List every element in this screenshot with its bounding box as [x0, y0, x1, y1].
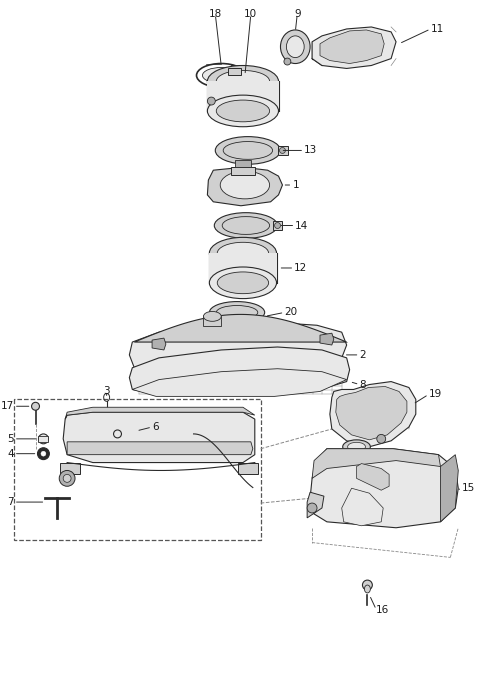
Polygon shape — [320, 333, 334, 345]
Polygon shape — [231, 65, 243, 74]
Text: 16: 16 — [376, 604, 390, 615]
Polygon shape — [330, 382, 416, 447]
Text: 4: 4 — [7, 449, 14, 459]
Ellipse shape — [32, 403, 39, 410]
Polygon shape — [14, 399, 261, 540]
Polygon shape — [129, 347, 349, 394]
Ellipse shape — [362, 580, 372, 590]
Text: 12: 12 — [294, 263, 308, 273]
Ellipse shape — [279, 148, 286, 153]
Polygon shape — [312, 27, 396, 69]
Ellipse shape — [284, 58, 291, 65]
Ellipse shape — [214, 212, 277, 238]
Polygon shape — [310, 449, 458, 527]
Text: 9: 9 — [294, 9, 300, 19]
Polygon shape — [231, 167, 255, 175]
Text: 8: 8 — [360, 380, 366, 389]
Ellipse shape — [217, 242, 269, 264]
Text: 20: 20 — [285, 307, 298, 317]
Polygon shape — [320, 30, 384, 64]
Ellipse shape — [257, 316, 264, 324]
Ellipse shape — [209, 237, 276, 269]
Text: 15: 15 — [462, 483, 476, 493]
Polygon shape — [273, 221, 282, 230]
Ellipse shape — [41, 451, 46, 456]
Ellipse shape — [204, 312, 221, 321]
Polygon shape — [152, 338, 166, 350]
Ellipse shape — [220, 171, 270, 199]
Ellipse shape — [216, 70, 270, 92]
Ellipse shape — [209, 267, 276, 298]
Ellipse shape — [37, 448, 49, 459]
Polygon shape — [132, 369, 347, 396]
Text: 17: 17 — [0, 401, 14, 412]
Ellipse shape — [364, 585, 371, 593]
Polygon shape — [336, 387, 407, 440]
Ellipse shape — [203, 67, 240, 83]
Ellipse shape — [63, 475, 71, 482]
Text: 14: 14 — [295, 221, 309, 230]
Text: 19: 19 — [429, 389, 442, 400]
Polygon shape — [67, 442, 253, 455]
Polygon shape — [60, 463, 80, 475]
Text: 1: 1 — [292, 180, 299, 190]
Polygon shape — [312, 449, 441, 478]
Polygon shape — [209, 253, 276, 282]
Polygon shape — [207, 81, 278, 111]
Ellipse shape — [377, 434, 385, 443]
Polygon shape — [228, 69, 241, 76]
Polygon shape — [307, 492, 324, 518]
Polygon shape — [235, 160, 251, 167]
Polygon shape — [204, 316, 221, 326]
Ellipse shape — [209, 302, 264, 323]
Ellipse shape — [216, 100, 270, 122]
Ellipse shape — [216, 137, 280, 164]
Text: 7: 7 — [7, 497, 14, 507]
Text: 5: 5 — [7, 434, 14, 444]
Ellipse shape — [275, 223, 280, 228]
Polygon shape — [238, 463, 258, 475]
Text: 2: 2 — [360, 350, 366, 360]
Ellipse shape — [207, 97, 216, 105]
Ellipse shape — [217, 272, 269, 294]
Polygon shape — [65, 407, 255, 419]
Polygon shape — [38, 436, 48, 442]
Ellipse shape — [207, 95, 278, 127]
Ellipse shape — [38, 434, 48, 443]
Ellipse shape — [280, 30, 310, 64]
Text: 13: 13 — [304, 146, 317, 155]
Text: 18: 18 — [209, 9, 222, 19]
Polygon shape — [441, 455, 458, 522]
Text: 11: 11 — [431, 24, 444, 34]
Polygon shape — [207, 167, 282, 205]
Ellipse shape — [343, 440, 371, 454]
Ellipse shape — [348, 442, 365, 451]
Polygon shape — [277, 146, 288, 155]
Polygon shape — [134, 314, 347, 342]
Polygon shape — [342, 489, 383, 526]
Text: 10: 10 — [244, 9, 257, 19]
Polygon shape — [129, 322, 347, 368]
Ellipse shape — [287, 36, 304, 58]
Text: 6: 6 — [152, 422, 159, 432]
Polygon shape — [357, 464, 389, 490]
Text: 3: 3 — [103, 387, 110, 396]
Polygon shape — [63, 412, 255, 463]
Ellipse shape — [59, 471, 75, 486]
Ellipse shape — [207, 65, 278, 97]
Ellipse shape — [307, 503, 317, 513]
